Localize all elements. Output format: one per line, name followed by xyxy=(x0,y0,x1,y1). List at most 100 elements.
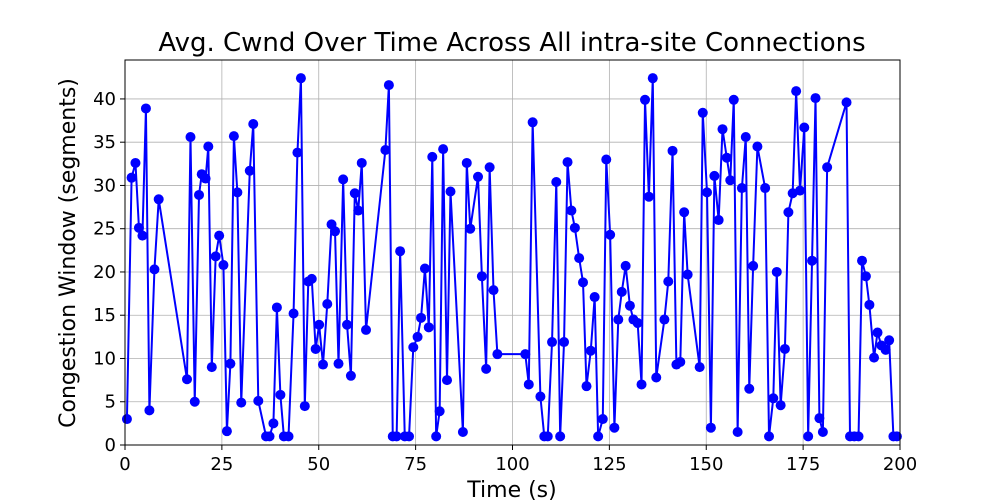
data-point xyxy=(248,119,259,130)
data-point xyxy=(283,431,294,442)
data-point xyxy=(675,356,686,367)
data-point xyxy=(721,152,732,163)
data-point xyxy=(361,324,372,335)
data-point xyxy=(732,427,743,438)
data-point xyxy=(356,157,367,168)
data-point xyxy=(562,157,573,168)
data-point xyxy=(547,337,558,348)
data-point xyxy=(651,372,662,383)
data-point xyxy=(408,342,419,353)
data-point xyxy=(752,141,763,152)
data-point xyxy=(713,215,724,226)
data-point xyxy=(841,97,852,108)
data-point xyxy=(527,117,538,128)
data-point xyxy=(740,132,751,142)
data-point xyxy=(461,157,472,168)
data-point xyxy=(203,141,214,152)
data-point xyxy=(318,359,329,370)
data-point xyxy=(295,73,306,84)
data-point xyxy=(438,144,449,155)
y-tick-label: 20 xyxy=(93,262,116,283)
data-point xyxy=(624,300,635,311)
data-point xyxy=(814,413,825,424)
x-tick-label: 50 xyxy=(307,454,330,475)
data-point xyxy=(225,358,236,369)
data-point xyxy=(322,298,333,309)
data-point xyxy=(236,397,247,408)
data-point xyxy=(185,132,196,142)
data-point xyxy=(292,147,303,158)
y-tick-label: 40 xyxy=(93,89,116,110)
data-point xyxy=(694,362,705,373)
data-point xyxy=(616,286,627,297)
data-point xyxy=(667,145,678,156)
data-point xyxy=(597,414,608,425)
data-point xyxy=(803,431,814,442)
data-point xyxy=(636,379,647,390)
data-point xyxy=(244,165,255,176)
y-tick-label: 15 xyxy=(93,305,116,326)
x-axis-title: Time (s) xyxy=(466,478,556,500)
data-point xyxy=(869,352,880,363)
data-point xyxy=(488,285,499,296)
y-tick-label: 10 xyxy=(93,348,116,369)
data-point xyxy=(232,187,243,198)
data-point xyxy=(775,400,786,411)
data-point xyxy=(380,144,391,155)
data-point xyxy=(342,319,353,330)
data-point xyxy=(476,271,487,282)
data-point xyxy=(679,207,690,218)
data-point xyxy=(345,370,356,381)
data-point xyxy=(613,314,624,325)
series-line xyxy=(125,77,897,438)
data-point xyxy=(431,431,442,442)
data-point xyxy=(891,431,902,442)
data-point xyxy=(333,358,344,369)
series-layer xyxy=(121,73,902,442)
data-point xyxy=(520,349,531,360)
data-point xyxy=(620,260,631,271)
data-point xyxy=(807,255,818,266)
data-point xyxy=(725,175,736,186)
data-point xyxy=(783,207,794,218)
data-point xyxy=(705,422,716,433)
data-point xyxy=(864,299,875,310)
data-point xyxy=(126,172,137,183)
data-point xyxy=(442,375,453,386)
data-point xyxy=(349,188,360,199)
data-point xyxy=(589,292,600,303)
data-point xyxy=(457,427,468,438)
data-point xyxy=(140,103,151,114)
data-point xyxy=(760,183,771,194)
data-point xyxy=(555,431,566,442)
data-point xyxy=(434,406,445,417)
data-point xyxy=(189,396,200,407)
data-point xyxy=(574,253,585,264)
data-point xyxy=(748,260,759,271)
data-point xyxy=(717,124,728,135)
data-point xyxy=(663,276,674,287)
data-point xyxy=(640,94,651,105)
data-point xyxy=(214,230,225,241)
y-tick-label: 5 xyxy=(105,392,116,413)
data-point xyxy=(728,94,739,105)
data-point xyxy=(412,331,423,342)
data-point xyxy=(383,80,394,91)
data-point xyxy=(268,418,279,429)
data-point xyxy=(481,363,492,374)
y-tick-label: 25 xyxy=(93,219,116,240)
data-point xyxy=(581,381,592,392)
data-point xyxy=(817,427,828,438)
data-point xyxy=(253,395,264,406)
data-point xyxy=(210,251,221,262)
data-point xyxy=(857,255,868,266)
data-point xyxy=(822,162,833,173)
data-point xyxy=(799,122,810,133)
data-point xyxy=(306,273,317,284)
data-point xyxy=(271,302,282,313)
x-tick-label: 125 xyxy=(592,454,626,475)
chart-title: Avg. Cwnd Over Time Across All intra-sit… xyxy=(158,28,865,58)
data-point xyxy=(566,205,577,216)
data-point xyxy=(569,222,580,233)
y-axis: 0 5 10 15 20 25 30 35 40 xyxy=(93,89,125,456)
